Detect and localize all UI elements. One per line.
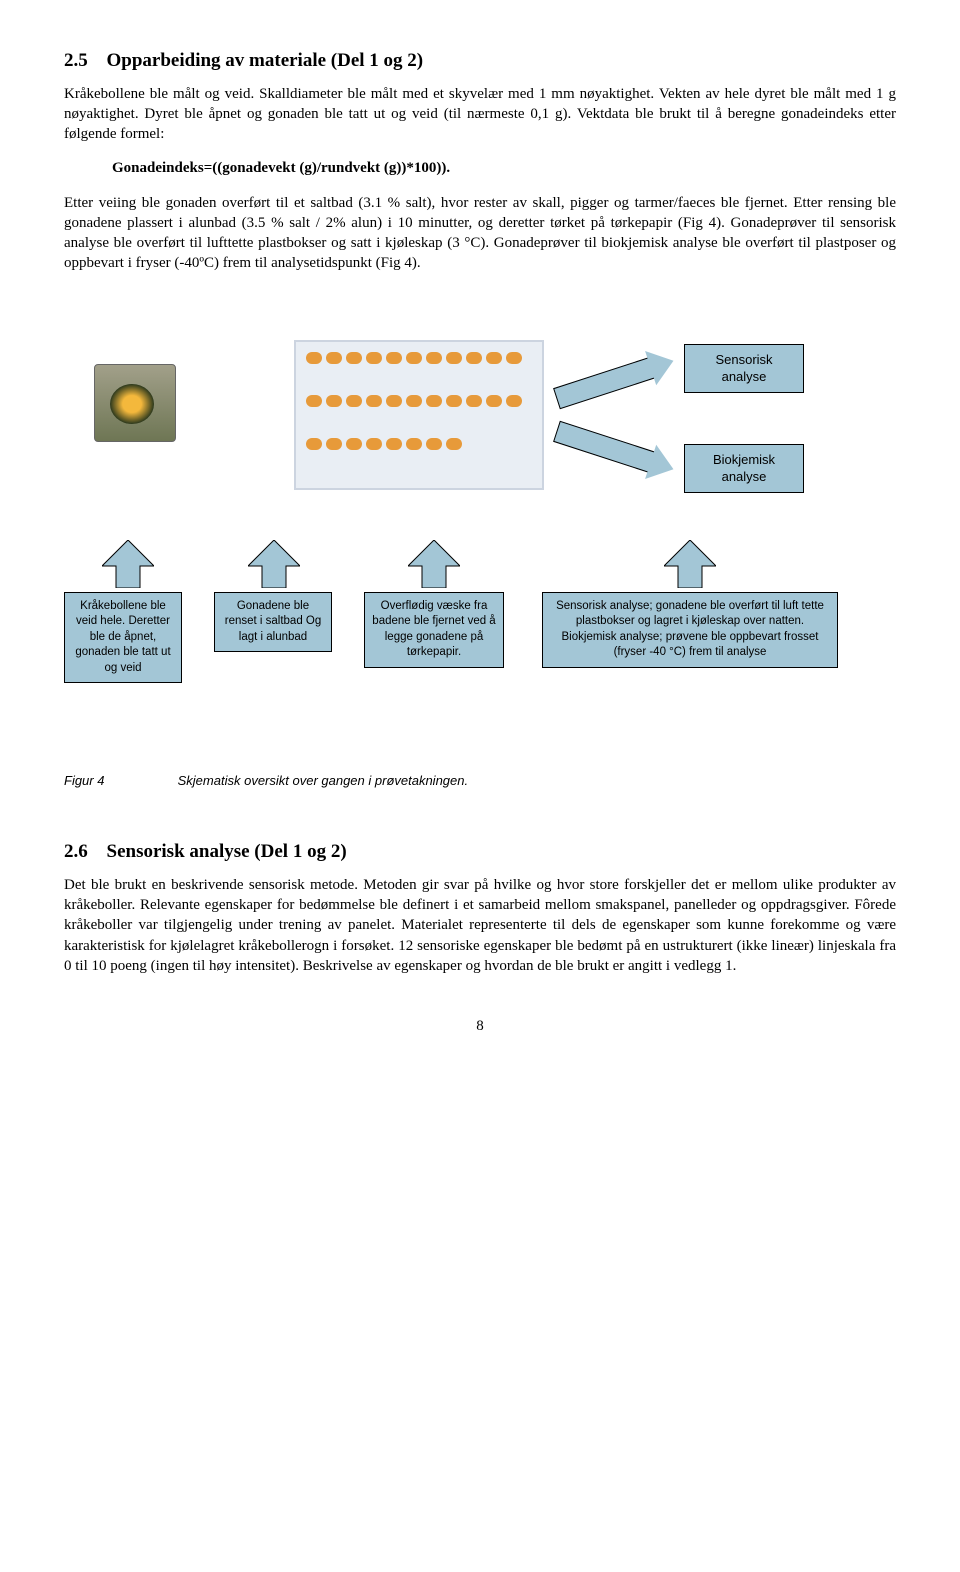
arrow-to-sensorisk [553, 356, 657, 408]
arrow-up-2 [248, 540, 300, 588]
section-2-5-heading: 2.5 Opparbeiding av materiale (Del 1 og … [64, 48, 896, 74]
section-2-5-para-1: Kråkebollene ble målt og veid. Skalldiam… [64, 84, 896, 145]
arrow-to-biokjemisk [553, 420, 657, 472]
section-2-6-heading: 2.6 Sensorisk analyse (Del 1 og 2) [64, 839, 896, 865]
box-sensorisk-analyse: Sensorisk analyse [684, 344, 804, 393]
step-box-2: Gonadene ble renset i saltbad Og lagt i … [214, 592, 332, 653]
section-2-6-para: Det ble brukt en beskrivende sensorisk m… [64, 875, 896, 976]
step-box-4: Sensorisk analyse; gonadene ble overført… [542, 592, 838, 668]
arrow-up-1 [102, 540, 154, 588]
section-2-5-para-2: Etter veiing ble gonaden overført til et… [64, 193, 896, 274]
section-2-6-number: 2.6 [64, 841, 88, 862]
box-biokjemisk-analyse: Biokjemisk analyse [684, 444, 804, 493]
section-2-5-number: 2.5 [64, 50, 88, 71]
figure-4-caption: Figur 4 Skjematisk oversikt over gangen … [64, 772, 896, 790]
step-box-1: Kråkebollene ble veid hele. Deretter ble… [64, 592, 182, 684]
photo-sea-urchin-center [110, 384, 154, 424]
figure-4-top: Sensorisk analyse Biokjemisk analyse [64, 304, 896, 524]
page-number: 8 [64, 1016, 896, 1036]
photo-gonad-tray [294, 340, 544, 490]
figure-4-number: Figur 4 [64, 772, 174, 790]
gonadeindeks-formula: Gonadeindeks=((gonadevekt (g)/rundvekt (… [112, 158, 896, 178]
figure-4-bottom: Kråkebollene ble veid hele. Deretter ble… [64, 532, 896, 712]
section-2-6-title: Sensorisk analyse (Del 1 og 2) [107, 841, 347, 862]
figure-4-caption-text: Skjematisk oversikt over gangen i prøvet… [178, 773, 468, 788]
step-box-3: Overflødig væske fra badene ble fjernet … [364, 592, 504, 668]
arrow-up-3 [408, 540, 460, 588]
arrow-up-4 [664, 540, 716, 588]
section-2-5-title: Opparbeiding av materiale (Del 1 og 2) [107, 50, 424, 71]
